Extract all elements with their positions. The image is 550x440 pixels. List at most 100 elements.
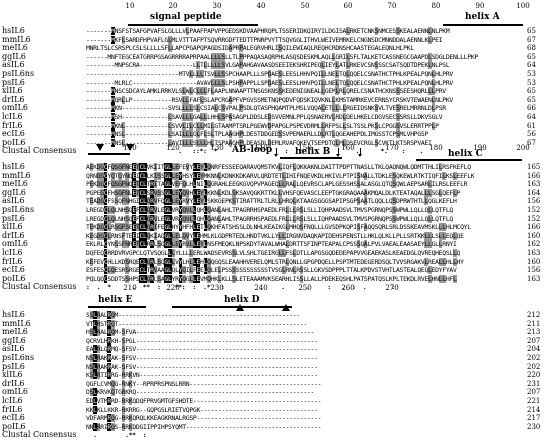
sequence: LREGDCLQLNHSQEFCLQRVLEGLVRYQVLLQHLQANLAH… — [86, 206, 453, 214]
sequence: -------MKFLSARDFHPVAFLGLMLVTTTAFPTSQVRRG… — [86, 35, 443, 44]
consensus-symbols: : . * . ** : **: : .* : . . : . : . : — [86, 283, 431, 292]
residue-count: 166 — [527, 171, 541, 180]
species-name: drIL6 — [2, 230, 25, 240]
consensus-label: Clustal Consensus — [2, 146, 77, 156]
sequence: QRNDGCYQTGYNQEICLLKISSGLLEYHSYLEYMKNNLKD… — [86, 171, 475, 180]
arrow-marker — [358, 148, 362, 157]
species-name: asIL6 — [2, 60, 25, 70]
species-name: lcIL6 — [2, 396, 23, 405]
species-name: asIL6 — [2, 196, 25, 206]
alignment-row: psIL6 NSLRAKRAK-SFSV---------------------… — [0, 362, 550, 372]
alignment-row: psIL6ns NSLRAKRAK-SFSV-------------------… — [0, 353, 550, 363]
species-name: xlIL6 — [2, 222, 23, 232]
consensus-row: Clustal Consensus . ::*: * : : . *. : . — [0, 146, 550, 156]
helix-b-bar — [280, 157, 342, 159]
sequence: -------MNSCSDCAYLAMKLRRKVLSLWLCLLLFLAAPL… — [86, 87, 446, 96]
sequence: KSLRTIRRG-RRKVN-------------------------… — [86, 371, 318, 380]
alignment-row: ggIL6 PGPEGCFHSGFNLETCLSRVSSGLLEYQVHLEYLK… — [0, 188, 550, 198]
residue-count: 202 — [527, 362, 541, 371]
alignment-row: xlIL6 KSLRTIRRG-RRKVN--------------------… — [0, 370, 550, 380]
position-ruler-3: 210 220 230 240 250 260 270 — [86, 284, 526, 298]
tick-label: 10 — [125, 2, 135, 10]
helix-d-bar — [172, 306, 292, 308]
species-name: ggIL6 — [2, 187, 26, 197]
residue-count: 65 — [527, 87, 536, 96]
residue-count: 164 — [527, 188, 541, 197]
sequence: TEADGCFSSQFNHGICLQRVFQGLLEYRVYLEYLSKKGEP… — [86, 197, 457, 206]
cleavage-marker-2 — [126, 144, 134, 151]
species-name: ecIL6 — [2, 413, 25, 423]
residue-count: 207 — [527, 336, 541, 345]
tick-label: 20 — [168, 2, 178, 10]
alignment-row: hsIL6 AEKDGCFQSGFNEETCLVKIITGLLEFEVYLEYLQ… — [0, 162, 550, 172]
species-name: lcIL6 — [2, 112, 23, 121]
residue-count: 156 — [527, 266, 541, 275]
helix-c-bar — [416, 159, 522, 161]
alignment-row: asIL6 TEADGCFSSQFNHGICLQRVFQGLLEYRVYLEYLS… — [0, 196, 550, 206]
species-name: xlIL6 — [2, 370, 23, 380]
species-name: poIL6 — [2, 273, 26, 283]
alignment-row: omIL6 DSLKRVKQTGRKRQ---------------------… — [0, 387, 550, 397]
tick-label: 100 — [516, 2, 530, 10]
alignment-row: frIL6 -------MKNL------------LSVVLILCLLMI… — [0, 121, 550, 131]
tick-label: 40 — [256, 2, 266, 10]
sequence: --------MLRLC------------------AVAVLLLSL… — [86, 78, 453, 87]
helix-a-bar — [443, 24, 523, 26]
residue-count: 207 — [527, 388, 541, 397]
residue-count: 221 — [527, 397, 541, 405]
species-name: xlIL6 — [2, 86, 23, 96]
tick-label: 220 — [166, 284, 180, 292]
alignment-row: omIL6 EKLRLCYNSSFNRETCLRRLSQGLLEYRVLLEYLN… — [0, 239, 550, 249]
sequence: -------MNSL------------LSAILLLGLFLSLTPLA… — [86, 130, 428, 139]
species-name: meIL6 — [2, 179, 28, 189]
residue-count: 212 — [527, 311, 541, 319]
residue-count: 213 — [527, 328, 541, 337]
tick-label: 270 — [385, 284, 399, 292]
residue-count: 163 — [527, 180, 541, 189]
sequence: QGFLCVMQG-RNKY--RPRPRSPNSLRRN-----------… — [86, 379, 322, 388]
position-ruler-1: 10 20 30 40 50 60 70 80 90 100 — [86, 2, 530, 16]
tick-label: 260 — [341, 284, 355, 292]
alignment-row: psIL6ns --------------------------MTVLLLL… — [0, 69, 550, 79]
tick-label: 200 — [516, 144, 530, 152]
species-name: psIL6ns — [2, 353, 35, 362]
species-name: hsIL6 — [2, 310, 25, 319]
alignment-row: drIL6 KEGDGCLRNSFTEEICLQKIAQGLLELQVYLEHML… — [0, 231, 550, 241]
residue-count: 214 — [527, 405, 541, 414]
alignment-row: asIL6 EALRLQRMQ-SFSV---------------------… — [0, 344, 550, 354]
sequence: VTLRSTRQT-------------------------------… — [86, 319, 307, 328]
sequence: --------MNPSCRA---------------LLTLLLLLSV… — [86, 61, 450, 70]
sequence: DQFEQCRRDVRVGPCLQTVSQGLLLYLLLLERLWADSEVR… — [86, 249, 461, 257]
alignment-row: xlIL6 TEKDGCLRSGFSEETCLQRIFEGLHYYHFHLETLQ… — [0, 222, 550, 232]
alignment-row: poIL6 PQLQQCSDDTSSHPSCLQRLSAGLYRYQGLLEVMQ… — [0, 274, 550, 284]
sequence: --------------------------MTVLLLLTSVLLSS… — [86, 70, 453, 78]
sequence: AEKDGCFQSGFNEETCLVKIITGLLEFEVYLEYLQNRFES… — [86, 163, 471, 171]
sequence: PGPEGCFHSGFNLETCLSRVSSGLLEYQVHLEYLKKNLKD… — [86, 188, 461, 197]
tick-label: 60 — [343, 2, 353, 10]
sequence: QCRVLHRKH-SPGL--------------------------… — [86, 336, 318, 345]
sequence: -------MKNL------------LSVVLILCLLMILGTAA… — [86, 121, 439, 130]
sequence: MNRLTSLCSRSPLCSLSLLLLSFLLAPCPGAPQPAGDSID… — [86, 44, 414, 53]
sequence: HSLRALRQM-SFVA--------------------------… — [86, 328, 314, 337]
tick-label: 140 — [254, 144, 268, 152]
residue-count: 217 — [527, 414, 541, 423]
tick-label: 190 — [473, 144, 487, 152]
alignment-row: omIL6 -------MKN-------------SVSLLLLSLCSI… — [0, 103, 550, 113]
residue-count: 67 — [527, 35, 536, 44]
helix-e-label: helix E — [98, 295, 133, 305]
species-name: ecIL6 — [2, 265, 25, 275]
species-name: psIL6ns — [2, 69, 35, 78]
alignment-row: psIL6ns LREGDCLQLNHSQEFCLQRVLEGLVRYQVLLQH… — [0, 205, 550, 215]
tick-label: 160 — [341, 144, 355, 152]
alignment-row: mmIL6 -------MKFLSARDFHPVAFLGLMLVTTTAFPTS… — [0, 35, 550, 45]
alignment-row: xlIL6 -------MNSCSDCAYLAMKLRRKVLSLWLCLLLF… — [0, 86, 550, 96]
tick-label: 30 — [212, 2, 222, 10]
species-name: frIL6 — [2, 120, 23, 130]
helix-b-label: helix B — [295, 147, 331, 157]
residue-count: 152 — [527, 206, 541, 214]
alignment-row: ggIL6 QCRVLHRKH-SPGL---------------------… — [0, 336, 550, 346]
residue-count: 65 — [527, 52, 536, 61]
sequence: PEKDGCFQSGFNQETCLTRITAGLVEFQLHLNILQGRAHL… — [86, 180, 468, 189]
arrow-marker — [274, 148, 278, 157]
tick-label: 180 — [429, 144, 443, 152]
